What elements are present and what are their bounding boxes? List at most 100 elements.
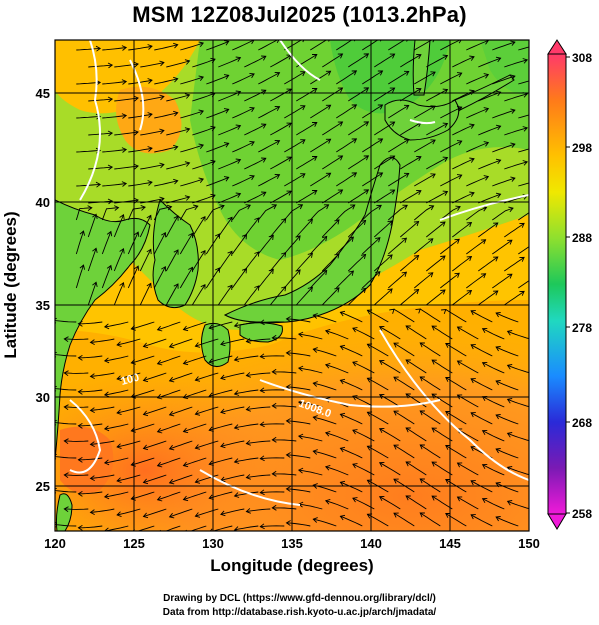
- streamline-arrowhead: [281, 285, 287, 292]
- streamline: [183, 389, 207, 399]
- streamline-arrowhead: [432, 40, 435, 43]
- streamline-arrowhead: [470, 446, 476, 452]
- streamline: [246, 508, 271, 513]
- streamline: [260, 423, 285, 426]
- streamline-arrowhead: [116, 443, 122, 450]
- streamline: [244, 55, 267, 68]
- streamline-arrowhead: [233, 424, 240, 430]
- streamline: [131, 355, 155, 364]
- streamline-arrowhead: [245, 372, 251, 378]
- streamline: [165, 283, 179, 306]
- streamline-arrowhead: [184, 127, 191, 133]
- streamline-arrowhead: [469, 157, 475, 163]
- streamline: [76, 47, 101, 51]
- streamline: [90, 406, 115, 411]
- streamline-arrowhead: [271, 204, 278, 210]
- x-tick-125: 125: [123, 536, 145, 551]
- streamline: [482, 396, 505, 408]
- streamline-arrowhead: [325, 138, 332, 144]
- streamline: [75, 207, 92, 221]
- streamline: [348, 53, 369, 68]
- streamline: [518, 280, 529, 289]
- streamline: [88, 98, 113, 102]
- streamline: [373, 288, 393, 306]
- streamline-arrowhead: [208, 358, 214, 364]
- streamline-arrowhead: [168, 444, 175, 451]
- streamline-arrowhead: [245, 440, 251, 446]
- streamline: [470, 412, 493, 425]
- streamline: [143, 406, 167, 415]
- streamline: [195, 338, 219, 347]
- streamline: [169, 372, 193, 382]
- streamline-arrowhead: [506, 364, 513, 370]
- streamline: [426, 221, 446, 238]
- streamline-arrowhead: [445, 445, 451, 450]
- streamline: [452, 90, 475, 102]
- streamline: [374, 189, 395, 204]
- streamline-arrowhead: [466, 255, 473, 262]
- streamline: [244, 157, 267, 170]
- streamline: [217, 217, 233, 238]
- streamline-arrowhead: [481, 429, 488, 436]
- streamline-arrowhead: [431, 427, 437, 433]
- streamline: [507, 432, 529, 442]
- streamline: [104, 355, 129, 362]
- streamline: [313, 416, 337, 425]
- streamline-arrowhead: [285, 316, 291, 322]
- streamline-arrowhead: [95, 45, 102, 52]
- streamline: [243, 285, 260, 306]
- streamline-arrowhead: [114, 205, 120, 211]
- streamline-arrowhead: [77, 491, 83, 497]
- streamline-arrowhead: [431, 461, 437, 467]
- streamline-arrowhead: [519, 222, 525, 228]
- streamline-arrowhead: [312, 190, 318, 195]
- streamline-arrowhead: [493, 256, 499, 262]
- streamline-arrowhead: [198, 143, 204, 149]
- streamline: [165, 249, 179, 272]
- streamline: [466, 239, 486, 255]
- streamline-arrowhead: [116, 375, 122, 382]
- streamline: [192, 160, 216, 170]
- streamline-arrowhead: [419, 444, 425, 450]
- streamline: [257, 204, 277, 221]
- streamline-arrowhead: [220, 340, 226, 347]
- streamline-arrowhead: [456, 462, 463, 468]
- streamline: [379, 360, 401, 374]
- streamline: [482, 498, 505, 510]
- streamline-arrowhead: [454, 272, 460, 278]
- streamline: [492, 239, 513, 255]
- streamline-arrowhead: [107, 62, 114, 69]
- x-axis-label: Longitude (degrees): [210, 556, 374, 575]
- streamline: [495, 414, 519, 425]
- streamline-arrowhead: [220, 374, 226, 381]
- streamline-arrowhead: [389, 189, 396, 195]
- streamline: [478, 256, 499, 272]
- streamline: [246, 474, 271, 479]
- streamline-arrowhead: [235, 56, 242, 62]
- streamline-arrowhead: [454, 238, 460, 244]
- y-tick-35: 35: [36, 298, 50, 313]
- streamline: [518, 246, 529, 255]
- streamline-arrowhead: [334, 219, 340, 225]
- streamline: [243, 251, 260, 272]
- streamline-arrowhead: [168, 410, 175, 417]
- streamline-arrowhead: [156, 495, 163, 502]
- streamline: [102, 81, 127, 85]
- streamline-arrowhead: [389, 53, 396, 59]
- streamline-arrowhead: [507, 273, 513, 279]
- y-axis-ticks: 25 30 35 40 45: [36, 86, 50, 494]
- streamline-arrowhead: [119, 248, 125, 254]
- streamline: [102, 115, 127, 119]
- streamline-arrowhead: [121, 79, 128, 85]
- streamline: [466, 142, 489, 153]
- streamline: [90, 372, 115, 377]
- streamline-arrowhead: [312, 449, 318, 455]
- streamline-arrowhead: [261, 157, 267, 163]
- streamline-arrowhead: [182, 461, 189, 468]
- streamline-arrowhead: [312, 483, 318, 489]
- streamline: [452, 124, 475, 136]
- streamline-arrowhead: [194, 444, 201, 450]
- streamline: [284, 40, 303, 51]
- streamline-arrowhead: [495, 56, 502, 63]
- streamline: [244, 123, 267, 136]
